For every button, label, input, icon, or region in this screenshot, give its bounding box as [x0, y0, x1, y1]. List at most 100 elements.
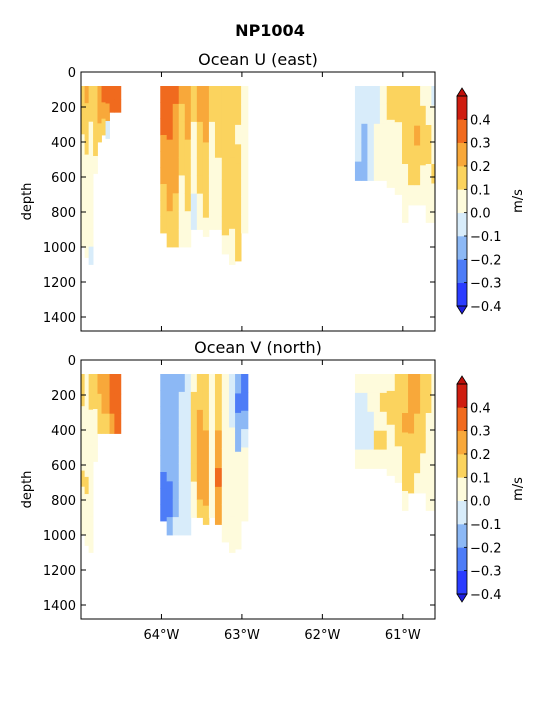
- contour-cell: [229, 391, 236, 411]
- contour-cell: [81, 438, 86, 455]
- contour-cell: [431, 413, 435, 433]
- contour-cell: [178, 463, 186, 482]
- contour-cell: [235, 432, 242, 453]
- contour-cell: [229, 228, 236, 248]
- contour-cell: [88, 534, 94, 553]
- contour-cell: [354, 86, 362, 106]
- contour-cell: [235, 471, 242, 492]
- contour-cell: [172, 229, 180, 248]
- contour-cell: [84, 188, 90, 207]
- contour-cell: [184, 463, 192, 482]
- contour-cell: [81, 150, 86, 167]
- contour-cell: [241, 159, 249, 179]
- contour-cell: [431, 144, 435, 165]
- contour-cell: [190, 157, 198, 177]
- figure-title: NP1004: [235, 21, 305, 40]
- contour-cell: [214, 157, 223, 177]
- contour-cell: [166, 86, 174, 105]
- contour-cell: [166, 463, 174, 482]
- contour-cell: [84, 171, 90, 190]
- contour-cell: [81, 390, 86, 407]
- colorbar-band: [457, 500, 467, 525]
- contour-cell: [241, 410, 249, 430]
- contour-cell: [172, 211, 180, 230]
- contour-cell: [184, 445, 192, 464]
- contour-cell: [221, 504, 230, 524]
- contour-cell: [373, 161, 381, 181]
- contour-cell: [109, 374, 115, 395]
- contour-cell: [408, 125, 415, 146]
- contour-cell: [178, 409, 186, 429]
- contour-cell: [88, 210, 94, 230]
- contour-cell: [229, 534, 236, 553]
- contour-cell: [88, 481, 94, 500]
- contour-cell: [408, 374, 415, 395]
- contour-cell: [105, 413, 110, 434]
- contour-cell: [431, 374, 435, 394]
- contour-cell: [172, 374, 180, 393]
- colorbar-band: [457, 166, 467, 190]
- contour-cell: [88, 427, 94, 446]
- contour-cell: [235, 86, 242, 106]
- contour-cell: [208, 157, 216, 177]
- contour-cell: [208, 103, 216, 123]
- contour-cell: [214, 411, 223, 431]
- colorbar-tick-label: 0.3: [470, 425, 491, 440]
- contour-cell: [202, 411, 210, 431]
- y-tick-label: 800: [51, 206, 76, 221]
- contour-cell: [373, 104, 381, 125]
- axes-frame: [80, 359, 436, 620]
- contour-cell: [367, 411, 375, 432]
- contour-cell: [386, 374, 396, 392]
- contour-cell: [160, 455, 168, 473]
- contour-cell: [172, 86, 180, 105]
- colorbar-band: [457, 142, 467, 167]
- contour-cell: [367, 449, 375, 469]
- contour-cell: [202, 374, 210, 394]
- contour-cell: [93, 391, 98, 410]
- contour-cell: [184, 427, 192, 446]
- contour-cell: [84, 528, 90, 546]
- contour-cell: [402, 183, 409, 204]
- contour-cell: [178, 175, 186, 194]
- contour-cell: [97, 374, 102, 395]
- contour-cell: [196, 175, 204, 195]
- contour-cell: [84, 223, 90, 241]
- contour-cell: [414, 185, 421, 206]
- contour-cell: [386, 102, 396, 121]
- contour-cell: [101, 393, 106, 415]
- contour-cell: [178, 229, 186, 248]
- contour-cell: [196, 391, 204, 411]
- contour-cell: [196, 463, 204, 483]
- contour-cell: [379, 392, 388, 413]
- contour-cell: [354, 374, 362, 394]
- contour-cell: [402, 471, 409, 492]
- contour-cell: [229, 121, 236, 140]
- contour-cell: [214, 392, 223, 413]
- contour-cell: [166, 121, 174, 141]
- contour-cell: [184, 229, 192, 248]
- contour-cell: [202, 123, 210, 143]
- y-tick-label: 400: [51, 424, 76, 439]
- contour-cell: [178, 499, 186, 518]
- contour-cell: [354, 142, 362, 162]
- contour-cell: [88, 193, 94, 212]
- contour-cell: [81, 502, 86, 520]
- contour-cell: [402, 125, 409, 145]
- contour-cell: [221, 235, 230, 255]
- contour-cell: [373, 86, 381, 106]
- contour-cell: [379, 142, 388, 162]
- contour-cell: [354, 392, 362, 413]
- contour-cell: [88, 498, 94, 518]
- colorbar-tick-label: −0.3: [470, 277, 502, 292]
- contour-cell: [229, 463, 236, 482]
- contour-cell: [394, 428, 403, 447]
- colorbar-band: [457, 430, 467, 455]
- y-tick-label: 600: [51, 459, 76, 474]
- contour-cell: [208, 139, 216, 159]
- contour-cell: [425, 452, 432, 472]
- contour-cell: [214, 103, 223, 123]
- contour-cell: [160, 374, 168, 391]
- contour-cell: [379, 411, 388, 432]
- contour-cell: [420, 145, 427, 166]
